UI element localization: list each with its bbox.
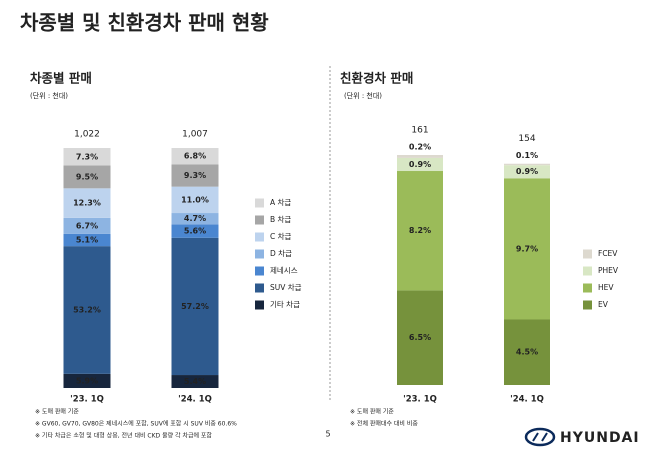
logo-emblem-h [532,432,548,442]
legend-swatch [255,300,264,310]
value-label: 0.1% [516,151,538,160]
bar-segment [171,237,219,376]
total-label: 1,007 [182,130,208,140]
value-label: 9.7% [516,244,538,253]
legend-label: SUV 차급 [270,283,302,292]
legend-swatch [255,266,264,276]
bar-segment [63,217,111,234]
legend-swatch [255,198,264,208]
total-label: 161 [411,126,428,136]
value-label: 53.2% [73,306,101,315]
value-label: 11.0% [181,195,209,204]
page-number: 5 [325,430,330,439]
legend-label: B 차급 [270,215,291,224]
bar-segment [63,246,111,374]
value-label: 0.9% [516,167,538,176]
bar-segment [171,213,219,225]
value-label: 6.5% [409,333,431,342]
bar-segment [397,155,443,158]
value-label: 6.8% [184,152,206,161]
bar-segment [63,148,111,166]
bar-segment [63,165,111,189]
chart-title: 차종별 판매 [30,71,92,86]
value-label: 5.4% [184,377,206,386]
x-tick-label: '23. 1Q [70,395,104,405]
value-label: 9.5% [76,172,98,181]
footnote: ※ 전체 판매대수 대비 비중 [350,420,418,428]
total-label: 154 [518,134,535,144]
value-label: 8.2% [409,226,431,235]
value-label: 5.6% [184,227,206,236]
legend-label: FCEV [598,249,618,258]
bar-segment [504,319,550,385]
legend-label: C 차급 [270,232,292,241]
bar-segment [171,224,219,238]
x-tick-label: '24. 1Q [510,395,544,405]
legend-label: 기타 차급 [270,300,300,309]
legend-swatch [583,300,592,310]
bar-segment [63,233,111,247]
bar-segment [504,178,550,320]
bar-segment [171,186,219,214]
value-label: 4.7% [184,214,206,223]
value-label: 9.3% [184,171,206,180]
value-label: 5.1% [76,236,98,245]
legend-swatch [255,215,264,225]
bar-segment [397,290,443,385]
legend-label: EV [598,300,609,309]
slide-title: 차종별 및 친환경차 판매 현황 [20,11,269,35]
legend-swatch [255,232,264,242]
bar-segment [171,164,219,187]
value-label: 5.9% [76,376,98,385]
bar-segment [63,373,111,388]
chart-title: 친환경차 판매 [340,71,413,86]
chart-subtitle: (단위 : 천대) [30,91,68,100]
legend-swatch [583,249,592,259]
legend-label: D 차급 [270,249,292,258]
legend-label: A 차급 [270,198,291,207]
logo-text: HYUNDAI [560,430,640,446]
bar-segment [504,165,550,179]
x-tick-label: '23. 1Q [403,395,437,405]
bar-segment [504,163,550,166]
footnote: ※ 도매 판매 기준 [350,408,394,416]
logo-emblem [524,427,556,447]
bar-segment [397,171,443,291]
value-label: 0.2% [409,143,431,152]
legend-label: 제네시스 [270,266,298,275]
footnote: ※ GV60, GV70, GV80은 제네시스에 포함, SUV에 포함 시 … [35,420,237,428]
bar-segment [397,157,443,172]
chart-subtitle: (단위 : 천대) [344,91,382,100]
legend-label: HEV [598,283,614,292]
footnote: ※ 도매 판매 기준 [35,408,79,416]
bar-segment [171,148,219,165]
total-label: 1,022 [74,130,100,140]
legend-label: PHEV [598,266,619,275]
legend-swatch [583,283,592,293]
value-label: 0.9% [409,160,431,169]
legend-swatch [255,249,264,259]
value-label: 12.3% [73,199,101,208]
value-label: 6.7% [76,221,98,230]
x-tick-label: '24. 1Q [178,395,212,405]
legend-swatch [583,266,592,276]
legend-swatch [255,283,264,293]
value-label: 57.2% [181,302,209,311]
bar-segment [171,375,219,388]
bar-segment [63,188,111,218]
value-label: 7.3% [76,152,98,161]
footnote: ※ 기타 차급은 소형 및 대형 상용, 전년 대비 CKD 물량 각 차급에 … [35,432,212,440]
value-label: 4.5% [516,348,538,357]
